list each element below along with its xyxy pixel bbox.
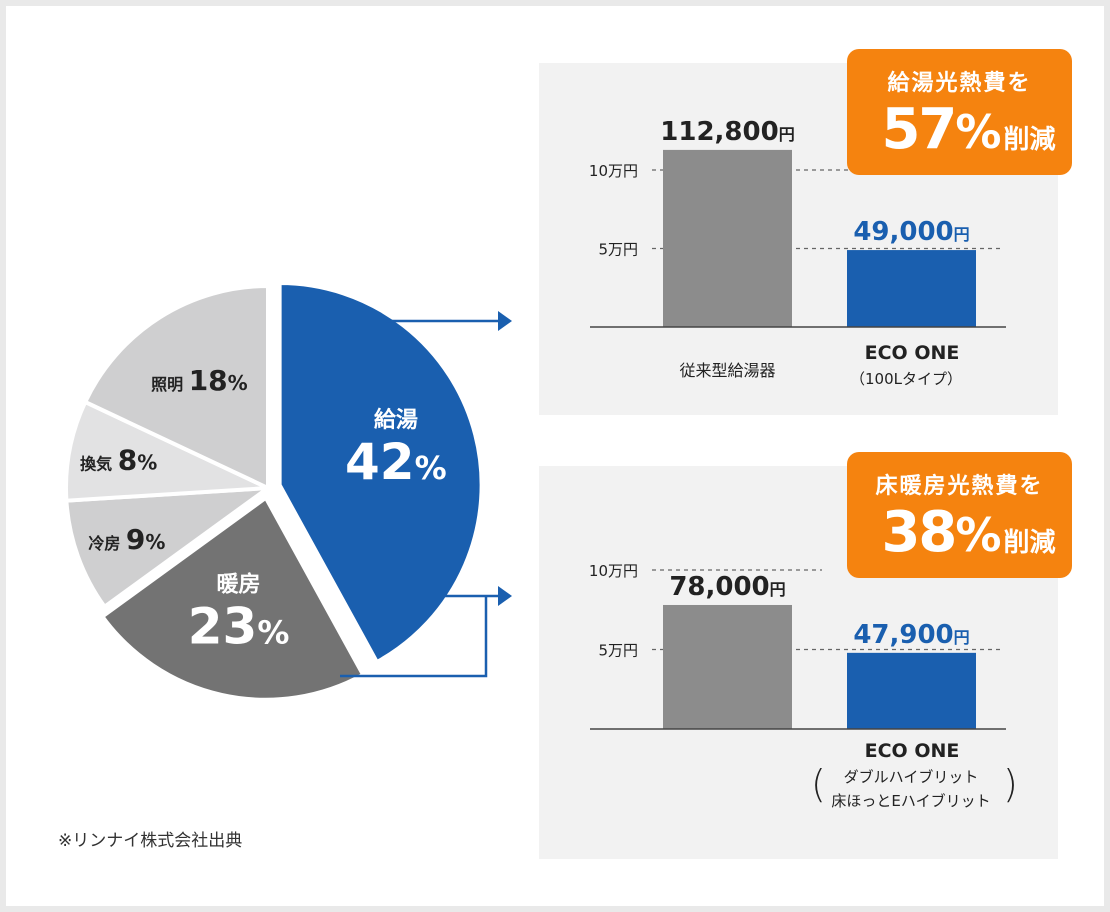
category-label: 従来型給湯器 (679, 361, 775, 380)
floor-heating-reduction-badge: 床暖房光熱費を 38%削減 (847, 452, 1072, 578)
bar-1 (847, 652, 976, 729)
product-sub-bottom-1: ダブルハイブリット (843, 768, 979, 786)
y-tick-label: 5万円 (598, 642, 638, 660)
bracket-left: ( (811, 762, 826, 806)
badge-suffix: 削減 (1003, 528, 1056, 558)
arrow-line-bottom (340, 596, 488, 678)
pie-label-value: 42% (345, 433, 447, 491)
pie-slice-4 (82, 283, 270, 492)
badge-percent-sign: % (955, 508, 1002, 562)
y-tick-label: 10万円 (589, 162, 638, 180)
pie-label-name: 給湯 (374, 407, 418, 433)
pie-label-name: 暖房 (217, 572, 261, 598)
bar-value-label: 47,900円 (853, 620, 969, 650)
badge-percent: 38 (881, 500, 957, 565)
pie-label: 冷房 9% (88, 523, 165, 556)
y-tick-label: 5万円 (598, 241, 638, 259)
arrow-head-top (498, 311, 512, 331)
bar-0 (663, 604, 792, 729)
bar-value-label: 78,000円 (669, 572, 785, 602)
arrow-head-bottom (498, 586, 512, 606)
pie-label-value: 23% (188, 598, 290, 656)
product-sub-top: （100Lタイプ） (850, 370, 962, 388)
pie-slice-0 (277, 281, 484, 665)
pie-label: 換気 8% (80, 444, 157, 477)
badge-suffix: 削減 (1003, 125, 1056, 155)
bar-1 (847, 250, 976, 327)
pie-slice-1 (99, 494, 366, 702)
badge-title: 給湯光熱費を (887, 71, 1032, 96)
source-footnote: ※リンナイ株式会社出典 (58, 831, 243, 851)
badge-title: 床暖房光熱費を (875, 474, 1044, 499)
water-heating-reduction-badge: 給湯光熱費を 57%削減 (847, 49, 1072, 175)
bar-value-label: 49,000円 (853, 217, 969, 247)
pie-label: 照明 18% (151, 364, 248, 397)
product-label-bottom: ECO ONE (864, 740, 960, 762)
badge-percent: 57 (881, 97, 957, 162)
bar-value-label: 112,800円 (660, 117, 794, 147)
badge-value: 38%削減 (865, 500, 1072, 565)
pie-slice-2 (64, 485, 275, 610)
product-sub-bottom-2: 床ほっとEハイブリット (831, 792, 991, 810)
bar-0 (663, 149, 792, 327)
badge-percent-sign: % (955, 105, 1002, 159)
product-label-top: ECO ONE (864, 342, 960, 364)
badge-value: 57%削減 (865, 97, 1072, 162)
bracket-right: ) (1003, 762, 1018, 806)
y-tick-label: 10万円 (589, 562, 638, 580)
